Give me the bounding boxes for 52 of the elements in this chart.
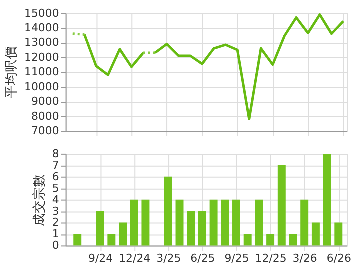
y-tick-label: 9000 — [31, 95, 60, 108]
bar — [278, 165, 286, 246]
y-tick-label: 12000 — [24, 50, 60, 64]
bar — [176, 200, 184, 246]
bar — [323, 154, 332, 246]
x-tick-label: 3/25 — [156, 252, 182, 266]
y-tick-label: 2 — [52, 216, 60, 230]
line-series — [83, 33, 145, 76]
y-tick-label: 15000 — [24, 6, 60, 20]
bar — [108, 234, 116, 246]
x-tick-label: 9/25 — [224, 252, 250, 266]
x-tick-label: 3/26 — [292, 252, 318, 266]
y-tick-label: 1 — [52, 228, 60, 241]
y-tick-label: 13000 — [24, 36, 60, 50]
bar — [232, 200, 240, 246]
y-tick-label: 14000 — [24, 22, 60, 35]
bar — [255, 200, 264, 246]
y-tick-label: 10000 — [24, 80, 60, 94]
bar — [312, 222, 320, 246]
bar — [142, 200, 150, 246]
bar — [74, 234, 82, 246]
bar — [119, 222, 127, 246]
y-tick-label: 0 — [52, 239, 60, 252]
bar — [96, 211, 104, 246]
y-tick-label: 7 — [52, 158, 60, 172]
bar — [164, 176, 172, 246]
y-axis-title: 成交宗數 — [31, 174, 48, 226]
line-series — [154, 14, 345, 120]
y-tick-label: 5 — [52, 182, 60, 195]
x-tick-label: 12/25 — [255, 252, 287, 266]
bar — [244, 234, 252, 246]
x-tick-label: 6/25 — [190, 252, 216, 266]
y-tick-label: 8000 — [31, 110, 60, 123]
bar — [266, 234, 275, 246]
y-tick-label: 3 — [52, 204, 60, 218]
y-tick-label: 7000 — [31, 124, 60, 138]
bar — [221, 200, 230, 246]
bar — [210, 200, 218, 246]
bar — [198, 211, 206, 246]
y-tick-label: 11000 — [24, 66, 60, 79]
x-tick-label: 12/24 — [119, 252, 151, 266]
bar — [300, 200, 309, 246]
y-tick-label: 6 — [52, 170, 60, 184]
x-tick-label: 6/26 — [326, 252, 352, 266]
y-tick-label: 4 — [52, 193, 60, 206]
x-tick-label: 9/24 — [88, 252, 114, 266]
bar — [187, 211, 196, 246]
bar — [334, 222, 343, 246]
y-tick-label: 8 — [52, 147, 60, 160]
bar — [289, 234, 298, 246]
y-axis-title: 平均呎價 — [4, 46, 20, 99]
bar — [130, 200, 138, 246]
